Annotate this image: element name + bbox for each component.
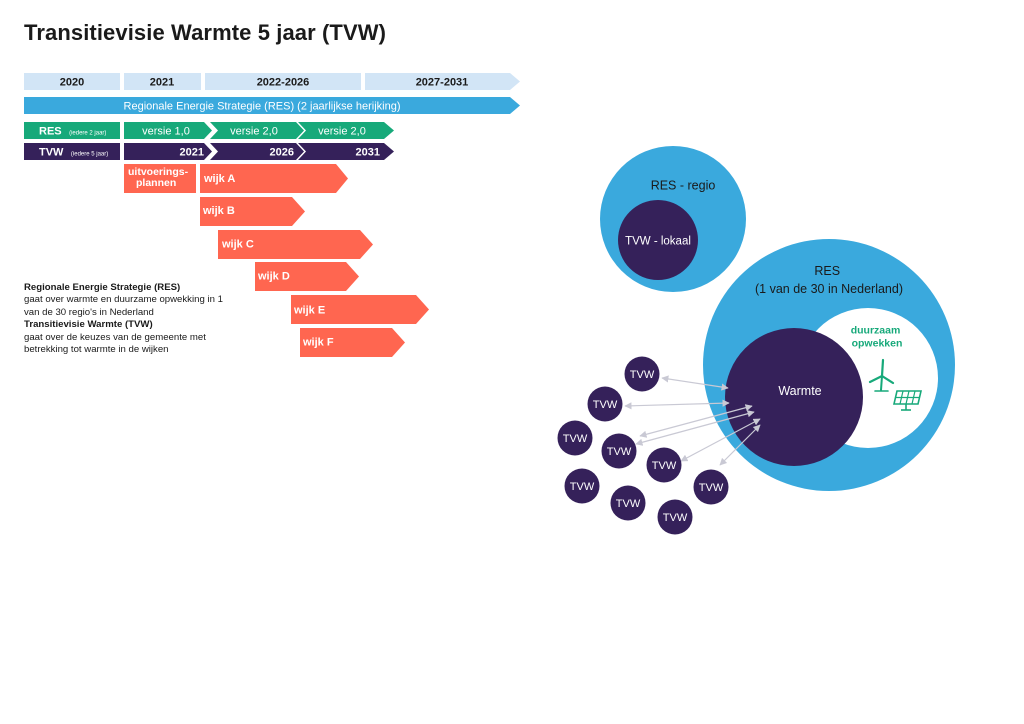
- res-description-line: van de 30 regio's in Nederland: [24, 306, 154, 318]
- page-title: Transitievisie Warmte 5 jaar (TVW): [24, 20, 387, 45]
- duurzaam-label: duurzaam opwekken: [851, 325, 904, 350]
- tvw-year-label: 2026: [270, 147, 294, 159]
- tvw-period-2: [210, 143, 304, 160]
- year-cell-2021: [124, 73, 201, 90]
- tvw-description-line: betrekking tot warmte in de wijken: [24, 344, 169, 356]
- tvw-row-label: TVW (iedere 5 jaar): [39, 143, 108, 160]
- tvw-node-label: TVW: [630, 369, 655, 381]
- plans-cell: [124, 164, 196, 193]
- tvw-period-1: [124, 143, 212, 160]
- res-row: RES (iedere 2 jaar) versie 1,0 versie 2,…: [24, 122, 394, 139]
- tvw-node: [601, 433, 637, 469]
- tvw-description-line: gaat over de keuzes van de gemeente met: [24, 331, 206, 343]
- tvw-node: [693, 469, 729, 505]
- tvw-connector-arrows: [624, 375, 761, 466]
- plans-label: uitvoerings- plannen: [128, 166, 191, 189]
- warmte-label: Warmte: [778, 384, 821, 398]
- res-version-label: versie 1,0: [142, 126, 190, 138]
- tvw-node: [557, 420, 593, 456]
- tvw-year-label: 2031: [356, 147, 380, 159]
- tvw-node-label: TVW: [616, 498, 641, 510]
- uitvoeringsplannen: uitvoerings- plannen wijk A wijk B wijk …: [124, 164, 429, 357]
- description-block: Regionale Energie Strategie (RES) gaat o…: [24, 282, 264, 356]
- tvw-node-label: TVW: [699, 482, 724, 494]
- year-label: 2022-2026: [257, 77, 310, 89]
- tvw-node: [610, 485, 646, 521]
- connector-arrow: [661, 375, 729, 391]
- wijk-a-bar: [200, 164, 348, 193]
- tvw-node-label: TVW: [652, 460, 677, 472]
- res-version-3: [298, 122, 394, 139]
- tvw-node: [657, 499, 693, 535]
- wijk-label: wijk B: [202, 205, 235, 217]
- res-version-2: [210, 122, 304, 139]
- res-heading: Regionale Energie Strategie (RES): [24, 282, 181, 293]
- res-row-label: RES (iedere 2 jaar): [39, 122, 106, 139]
- year-label: 2027-2031: [416, 77, 469, 89]
- tvw-row-label-cell: [24, 143, 120, 160]
- tvw-node: [587, 386, 623, 422]
- tvw-period-3: [298, 143, 394, 160]
- res-regio-label: RES - regio: [651, 179, 716, 193]
- tvw-node-label: TVW: [570, 481, 595, 493]
- connector-arrow: [719, 424, 761, 466]
- year-cell-2022-2026: [205, 73, 361, 90]
- tvw-node-label: TVW: [607, 446, 632, 458]
- year-header-row: 2020 2021 2022-2026 2027-2031: [24, 73, 520, 90]
- tvw-node-label: TVW: [563, 433, 588, 445]
- solar-panel-icon: [892, 390, 923, 411]
- res-version-label: versie 2,0: [318, 126, 366, 138]
- tvw-node: [564, 468, 600, 504]
- tvw-row: TVW (iedere 5 jaar) 2021 2026 2031: [24, 143, 394, 160]
- res-big-label: RES (1 van de 30 in Nederland): [755, 264, 903, 296]
- tvw-lokaal-circle: [618, 200, 698, 280]
- wind-turbine-icon: [868, 358, 895, 392]
- res-strategy-label: Regionale Energie Strategie (RES) (2 jaa…: [124, 101, 401, 113]
- res-row-label-cell: [24, 122, 120, 139]
- wijk-d-bar: [255, 262, 359, 291]
- tvw-node-label: TVW: [663, 512, 688, 524]
- res-description-line: gaat over warmte en duurzame opwekking i…: [24, 294, 223, 306]
- wijk-label: wijk D: [257, 271, 290, 283]
- tvw-node: [624, 356, 660, 392]
- res-version-label: versie 2,0: [230, 126, 278, 138]
- tvw-heading: Transitievisie Warmte (TVW): [24, 319, 153, 331]
- wijk-label: wijk A: [203, 173, 235, 185]
- year-label: 2021: [150, 77, 174, 89]
- res-version-1: [124, 122, 212, 139]
- year-cell-2027-2031: [365, 73, 520, 90]
- wijk-f-bar: [300, 328, 405, 357]
- res-regio-circle-group: RES - regio TVW - lokaal: [600, 146, 746, 292]
- tvw-node-label: TVW: [593, 399, 618, 411]
- res-big-circle-group: RES (1 van de 30 in Nederland) duurzaam …: [703, 239, 955, 491]
- tvw-year-label: 2021: [180, 147, 204, 159]
- res-strategy-bar: [24, 97, 520, 114]
- year-label: 2020: [60, 77, 84, 89]
- wijk-c-bar: [218, 230, 373, 259]
- wijk-label: wijk E: [293, 305, 325, 317]
- wijk-label: wijk C: [221, 239, 254, 251]
- tvw-node: [646, 447, 682, 483]
- wijk-e-bar: [291, 295, 429, 324]
- wijk-label: wijk F: [302, 337, 334, 349]
- tvw-lokaal-label: TVW - lokaal: [625, 236, 691, 248]
- tvw-node-cluster: TVW TVW TVW TVW TVW TVW TVW TVW TVW: [557, 356, 729, 535]
- wijk-b-bar: [200, 197, 305, 226]
- year-cell-2020: [24, 73, 120, 90]
